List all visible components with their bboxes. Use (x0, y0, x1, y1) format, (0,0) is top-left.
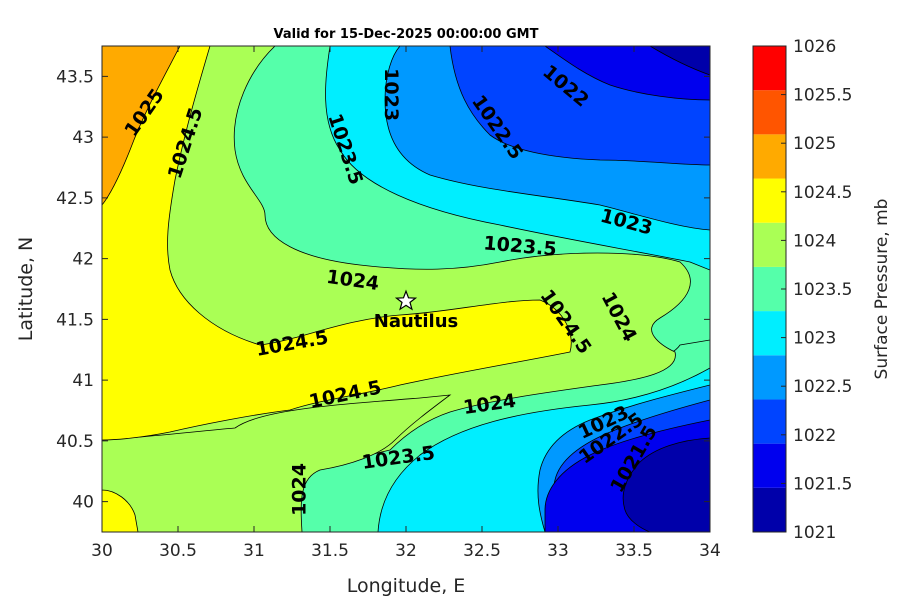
x-axis: 30 30.5 31 31.5 32 32.5 33 33.5 34 (91, 46, 721, 561)
y-tick-label: 40 (72, 493, 94, 513)
x-tick-label: 31.5 (311, 541, 349, 561)
colorbar-segment (753, 222, 786, 267)
colorbar-segment (753, 443, 786, 488)
x-tick-label: 31 (243, 541, 265, 561)
band-1021-south (622, 437, 710, 532)
colorbar-tick-label: 1022 (793, 426, 836, 446)
contour-label: 1023 (380, 68, 402, 121)
x-tick-label: 33.5 (615, 541, 653, 561)
y-tick-label: 40.5 (56, 432, 94, 452)
colorbar-segment (753, 355, 786, 400)
colorbar-segment (753, 178, 786, 223)
x-axis-label: Longitude, E (347, 575, 466, 597)
colorbar-tick-label: 1024 (793, 231, 836, 251)
y-axis-label: Latitude, N (15, 237, 37, 342)
colorbar-segment (753, 46, 786, 91)
band-1024-5-corner (102, 489, 139, 532)
y-tick-label: 42 (72, 250, 94, 270)
band-1025 (102, 46, 181, 206)
colorbar-segment (753, 134, 786, 179)
band-1024-5 (102, 46, 572, 441)
band-1021-5-north (544, 46, 710, 101)
colorbar-segment (753, 399, 786, 444)
x-tick-label: 32.5 (463, 541, 501, 561)
x-tick-label: 33 (547, 541, 569, 561)
marker-label: Nautilus (374, 311, 459, 332)
colorbar-tick-label: 1023 (793, 329, 836, 349)
colorbar-tick-label: 1026 (793, 37, 836, 57)
y-tick-label: 43 (72, 128, 94, 148)
y-tick-label: 41.5 (56, 310, 94, 330)
colorbar-tick-label: 1025.5 (793, 86, 852, 106)
x-tick-label: 30.5 (159, 541, 197, 561)
colorbar-tick-label: 1023.5 (793, 280, 852, 300)
y-axis: 40 40.5 41 41.5 42 42.5 43 43.5 (56, 67, 710, 513)
colorbar-tick-label: 1022.5 (793, 377, 852, 397)
y-tick-label: 41 (72, 371, 94, 391)
x-tick-label: 30 (91, 541, 113, 561)
colorbar-tick-label: 1021 (793, 523, 836, 543)
colorbar-segment (753, 487, 786, 532)
band-1024-lower (102, 394, 452, 532)
star-icon (394, 289, 418, 311)
contour-label: 1024 (289, 463, 311, 516)
colorbar-segment (753, 311, 786, 356)
chart-title: Valid for 15-Dec-2025 00:00:00 GMT (274, 27, 539, 42)
nautilus-marker: Nautilus (374, 289, 459, 332)
x-tick-label: 32 (395, 541, 417, 561)
colorbar-segment (753, 266, 786, 312)
colorbar-tick-label: 1024.5 (793, 183, 852, 203)
colorbar: 1021 1021.5 1022 1022.5 1023 1023.5 1024 1024.5… (752, 37, 852, 543)
colorbar-tick-label: 1025 (793, 134, 836, 154)
colorbar-tick-label: 1021.5 (793, 474, 852, 494)
y-tick-label: 42.5 (56, 189, 94, 209)
colorbar-label: Surface Pressure, mb (872, 199, 892, 380)
colorbar-segment (753, 90, 786, 135)
contour-field (102, 46, 710, 532)
x-tick-label: 34 (699, 541, 721, 561)
y-tick-label: 43.5 (56, 67, 94, 87)
